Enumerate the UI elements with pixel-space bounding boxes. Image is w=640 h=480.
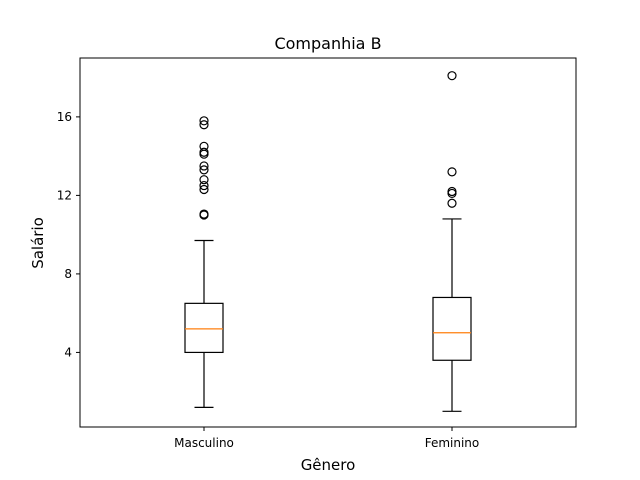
outlier-point <box>447 198 457 208</box>
x-tick-label: Masculino <box>174 436 234 450</box>
outlier-point <box>199 175 209 185</box>
y-tick-label: 4 <box>64 345 72 359</box>
outlier-point <box>199 165 209 175</box>
outlier-point <box>199 120 209 130</box>
outlier-point <box>447 186 457 197</box>
outlier-point <box>199 147 209 157</box>
y-tick-label: 8 <box>64 267 72 281</box>
plot-marks <box>184 71 472 412</box>
outlier-point <box>199 184 209 195</box>
outlier-point <box>447 71 457 81</box>
outlier-point <box>199 116 209 126</box>
y-axis: 4 8 12 16 <box>57 110 80 359</box>
iqr-box <box>432 296 472 361</box>
x-tick-label: Feminino <box>425 436 480 450</box>
x-axis: Masculino Feminino <box>174 427 479 450</box>
outlier-point <box>447 167 457 177</box>
iqr-box <box>184 302 224 354</box>
y-axis-label: Salário <box>29 217 47 269</box>
x-axis-label: Gênero <box>301 456 356 474</box>
outlier-point <box>199 180 209 191</box>
box-group-masculino <box>184 116 224 408</box>
y-tick-label: 16 <box>57 110 72 124</box>
chart-title: Companhia B <box>274 34 381 53</box>
plot-frame <box>79 57 577 428</box>
outlier-point <box>199 209 209 219</box>
y-tick-label: 12 <box>57 188 72 202</box>
outlier-point <box>199 161 209 171</box>
outlier-point <box>199 141 209 151</box>
box-group-feminino <box>432 71 472 412</box>
